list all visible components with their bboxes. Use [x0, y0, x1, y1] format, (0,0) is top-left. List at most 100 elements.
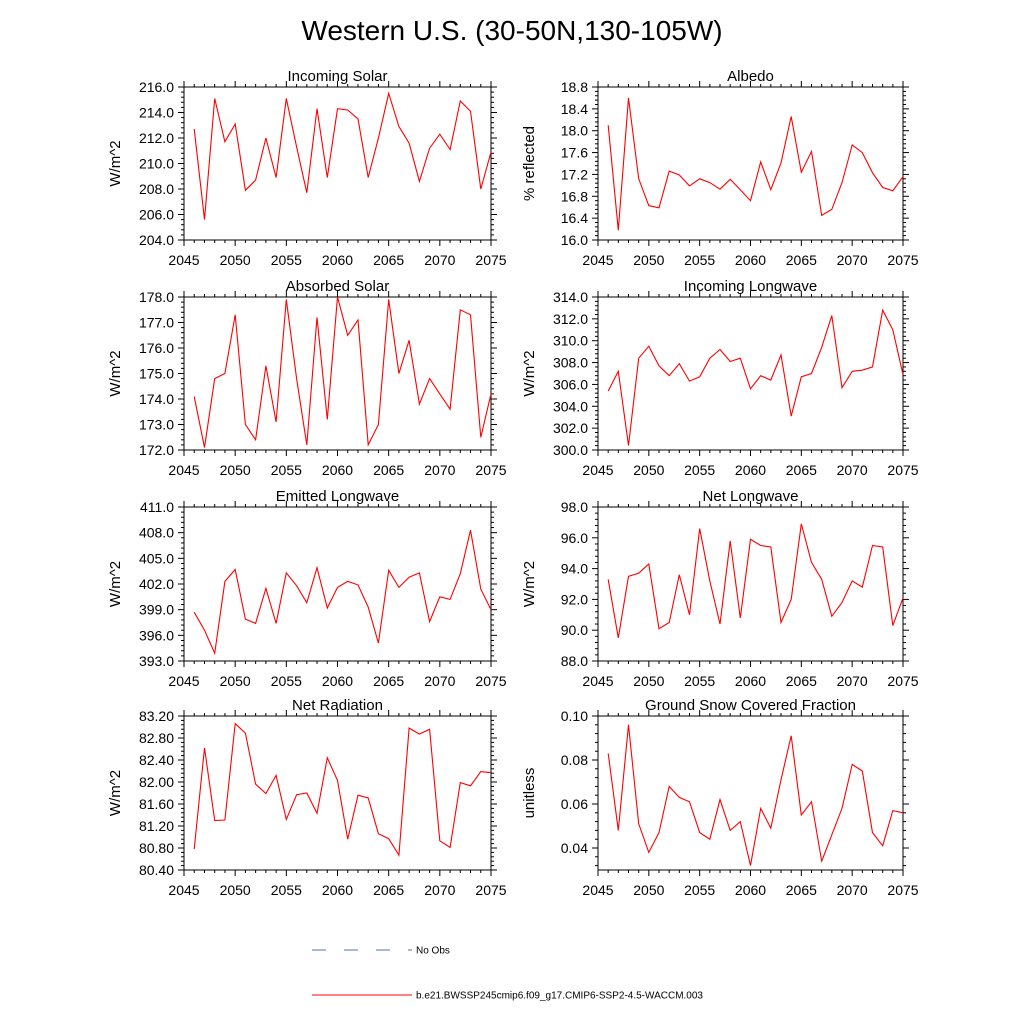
y-axis-label: unitless — [521, 768, 538, 819]
y-axis-label: W/m^2 — [107, 561, 124, 607]
y-tick-label: 82.40 — [139, 752, 174, 768]
x-tick-label: 2075 — [475, 462, 506, 478]
y-tick-label: 302.0 — [553, 420, 588, 436]
y-tick-label: 16.0 — [561, 232, 588, 248]
series-line — [193, 296, 492, 448]
x-tick-label: 2045 — [168, 462, 199, 478]
y-tick-label: 402.0 — [139, 576, 174, 592]
y-tick-label: 96.0 — [561, 530, 588, 546]
panel-1: Albedo % reflected 2045 2050 2055 2060 2065 207… — [521, 68, 919, 268]
y-tick-label: 80.80 — [139, 840, 174, 856]
x-tick-label: 2055 — [271, 673, 302, 689]
y-tick-label: 82.00 — [139, 774, 174, 790]
y-axis-label: W/m^2 — [521, 350, 538, 396]
y-axis-label: W/m^2 — [107, 770, 124, 816]
x-tick-label: 2045 — [582, 882, 613, 898]
x-tick-label: 2070 — [837, 673, 868, 689]
y-tick-label: 90.0 — [561, 622, 588, 638]
y-tick-label: 178.0 — [139, 289, 174, 305]
y-tick-label: 0.06 — [561, 796, 588, 812]
y-tick-label: 0.08 — [561, 752, 588, 768]
panel-2: Absorbed Solar W/m^2 2045 2050 2055 2060 2065 2… — [107, 278, 507, 478]
y-tick-label: 17.6 — [561, 145, 588, 161]
x-tick-label: 2070 — [837, 882, 868, 898]
x-tick-label: 2050 — [633, 882, 664, 898]
y-tick-label: 82.80 — [139, 730, 174, 746]
y-tick-label: 210.0 — [139, 156, 174, 172]
panel-title: Net Radiation — [292, 697, 383, 714]
plot-frame — [597, 715, 904, 871]
x-tick-label: 2055 — [271, 882, 302, 898]
y-tick-label: 396.0 — [139, 627, 174, 643]
x-tick-label: 2075 — [887, 673, 918, 689]
y-tick-label: 310.0 — [553, 333, 588, 349]
x-tick-label: 2050 — [220, 462, 251, 478]
y-tick-label: 206.0 — [139, 207, 174, 223]
y-tick-label: 393.0 — [139, 653, 174, 669]
panel-title: Albedo — [727, 68, 774, 85]
y-tick-label: 81.20 — [139, 818, 174, 834]
plot-frame — [183, 506, 492, 662]
series-line — [607, 724, 904, 866]
x-tick-label: 2070 — [424, 882, 455, 898]
y-axis-label: W/m^2 — [107, 140, 124, 186]
x-tick-label: 2045 — [582, 462, 613, 478]
y-tick-label: 18.8 — [561, 79, 588, 95]
x-tick-label: 2050 — [633, 462, 664, 478]
series-line — [607, 308, 904, 446]
y-tick-label: 17.2 — [561, 166, 588, 182]
y-tick-label: 88.0 — [561, 653, 588, 669]
x-tick-label: 2055 — [684, 252, 715, 268]
x-tick-label: 2060 — [322, 882, 353, 898]
x-tick-label: 2065 — [373, 462, 404, 478]
y-tick-label: 212.0 — [139, 130, 174, 146]
y-tick-label: 0.04 — [561, 840, 588, 856]
y-tick-label: 174.0 — [139, 391, 174, 407]
y-axis-label: W/m^2 — [521, 561, 538, 607]
x-tick-label: 2070 — [424, 673, 455, 689]
x-tick-label: 2045 — [582, 252, 613, 268]
y-tick-label: 304.0 — [553, 398, 588, 414]
y-tick-label: 94.0 — [561, 561, 588, 577]
x-tick-label: 2050 — [220, 882, 251, 898]
x-tick-label: 2055 — [271, 252, 302, 268]
panel-title: Net Longwave — [703, 488, 799, 505]
series-line — [607, 523, 904, 638]
y-tick-label: 81.60 — [139, 796, 174, 812]
panel-6: Net Radiation W/m^2 2045 2050 2055 2060 2065 20… — [107, 697, 507, 898]
plot-frame — [597, 86, 904, 241]
x-tick-label: 2075 — [475, 673, 506, 689]
y-tick-label: 176.0 — [139, 340, 174, 356]
x-tick-label: 2045 — [582, 673, 613, 689]
legend-label: No Obs — [416, 946, 450, 957]
panel-title: Incoming Solar — [287, 68, 387, 85]
panel-5: Net Longwave W/m^2 2045 2050 2055 2060 2065 207… — [521, 488, 919, 689]
x-tick-label: 2060 — [735, 882, 766, 898]
y-tick-label: 204.0 — [139, 232, 174, 248]
x-tick-label: 2065 — [373, 252, 404, 268]
panel-title: Ground Snow Covered Fraction — [645, 697, 856, 714]
x-tick-label: 2045 — [168, 252, 199, 268]
y-tick-label: 16.4 — [561, 210, 588, 226]
y-tick-label: 177.0 — [139, 315, 174, 331]
plot-frame — [597, 296, 904, 451]
x-tick-label: 2065 — [786, 673, 817, 689]
x-tick-label: 2075 — [475, 252, 506, 268]
y-tick-label: 80.40 — [139, 862, 174, 878]
y-tick-label: 208.0 — [139, 181, 174, 197]
panel-title: Incoming Longwave — [684, 278, 817, 295]
plot-frame — [183, 296, 492, 451]
series-line — [193, 722, 492, 857]
y-tick-label: 405.0 — [139, 550, 174, 566]
panel-4: Emitted Longwave W/m^2 2045 2050 2055 2060 206… — [107, 488, 507, 689]
x-tick-label: 2055 — [271, 462, 302, 478]
x-tick-label: 2060 — [322, 462, 353, 478]
x-tick-label: 2060 — [322, 673, 353, 689]
y-axis-label: % reflected — [521, 126, 538, 201]
y-tick-label: 411.0 — [140, 499, 174, 515]
y-tick-label: 83.20 — [139, 708, 174, 724]
y-axis-label: W/m^2 — [107, 350, 124, 396]
panel-3: Incoming Longwave W/m^2 2045 2050 2055 2060 20… — [521, 278, 919, 478]
panel-7: Ground Snow Covered Fraction unitless 2045… — [521, 697, 919, 898]
